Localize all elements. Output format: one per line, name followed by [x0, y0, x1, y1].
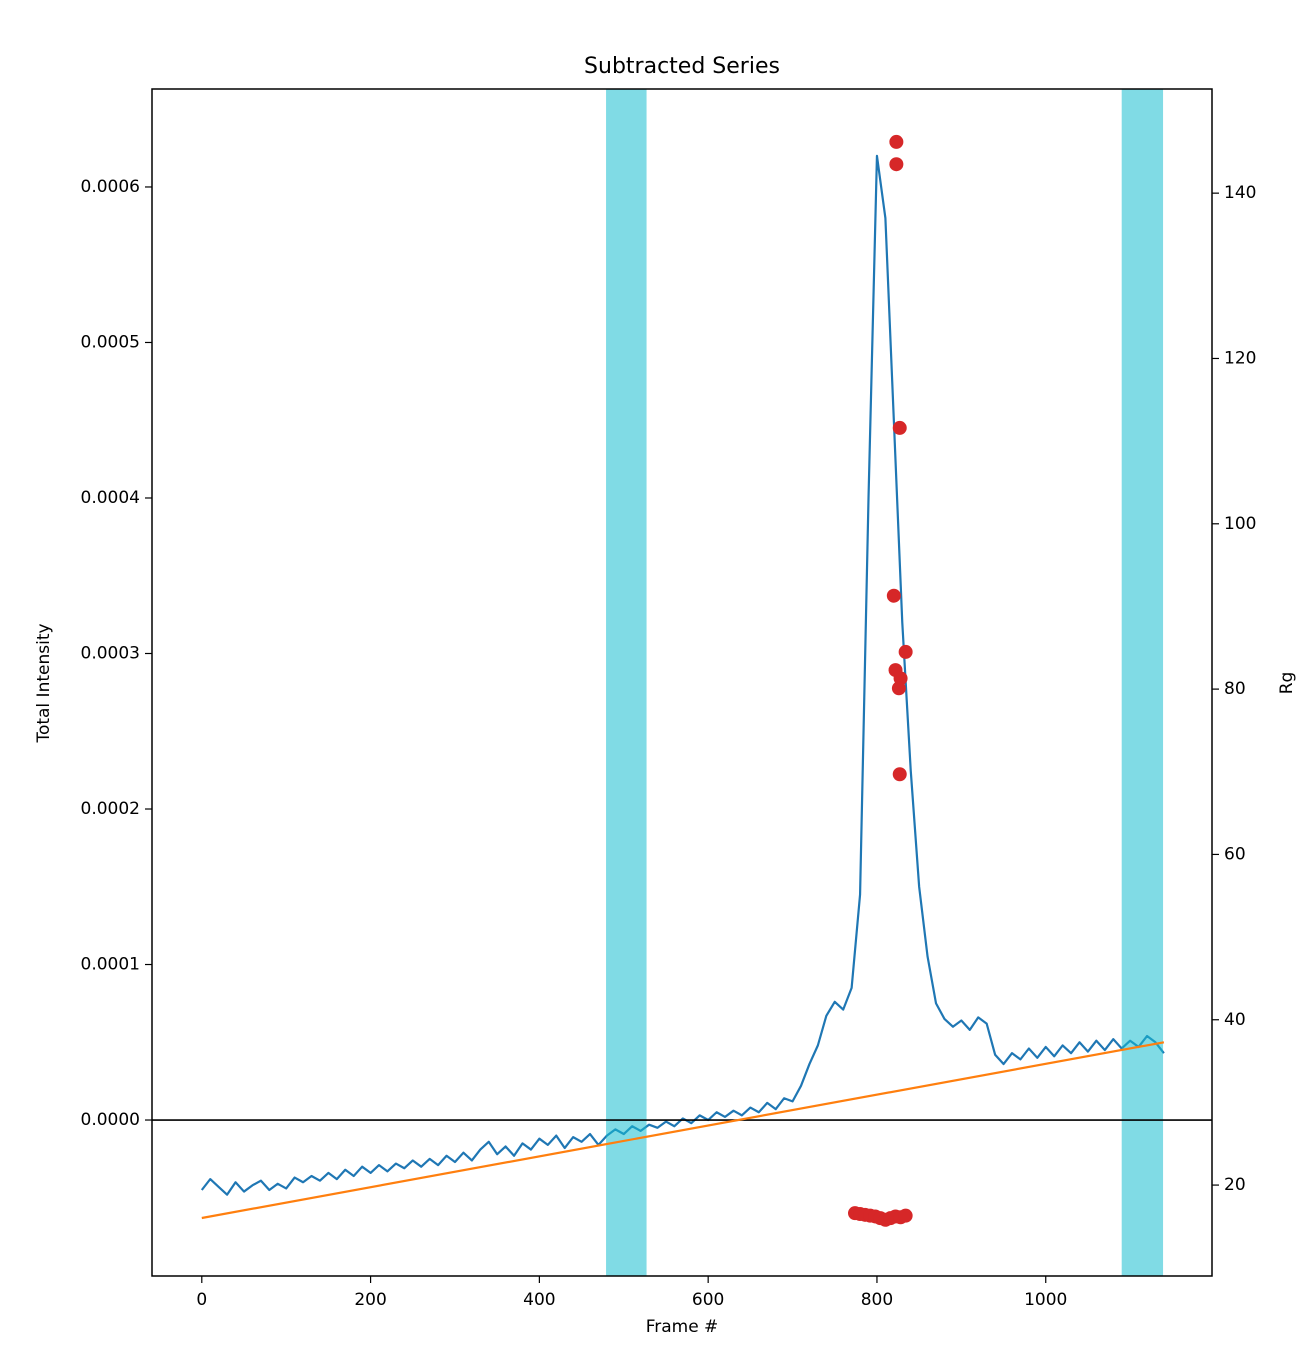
chart-title: Subtracted Series — [584, 54, 780, 79]
y2-tick-label: 60 — [1224, 844, 1246, 864]
x-tick-label: 200 — [354, 1290, 386, 1310]
y2-tick-label: 120 — [1224, 348, 1256, 368]
y-tick-label: 0.0001 — [81, 955, 140, 975]
y2-tick-label: 100 — [1224, 514, 1256, 534]
y2-axis-label: Rg — [1277, 672, 1297, 695]
y-tick-label: 0.0005 — [81, 332, 140, 352]
y-axis-label: Total Intensity — [34, 623, 54, 743]
y-tick-label: 0.0002 — [81, 799, 140, 819]
x-axis-label: Frame # — [646, 1317, 719, 1337]
plot-frame — [151, 88, 1213, 1277]
data-point — [892, 420, 907, 435]
y-tick-label: 0.0003 — [81, 643, 140, 663]
x-tick-label: 1000 — [1024, 1290, 1067, 1310]
y-tick-label: 0.0006 — [81, 177, 140, 197]
x-tick-label: 0 — [196, 1290, 207, 1310]
shaded-region — [606, 89, 647, 1276]
shaded-region — [1121, 89, 1164, 1276]
y2-tick-label: 40 — [1224, 1010, 1246, 1030]
x-tick-label: 400 — [523, 1290, 555, 1310]
data-point — [889, 134, 904, 149]
data-line — [201, 1041, 1165, 1220]
x-tick-label: 800 — [861, 1290, 893, 1310]
y-tick-label: 0.0000 — [81, 1110, 140, 1130]
y2-tick-label: 140 — [1224, 183, 1256, 203]
y-tick-label: 0.0004 — [81, 488, 140, 508]
y2-tick-label: 20 — [1224, 1175, 1246, 1195]
data-point — [891, 681, 906, 696]
y2-tick-label: 80 — [1224, 679, 1246, 699]
data-line — [200, 154, 1165, 1196]
data-point — [892, 767, 907, 782]
x-tick-label: 600 — [692, 1290, 724, 1310]
data-point — [886, 588, 901, 603]
data-point — [898, 1208, 913, 1223]
data-point — [898, 644, 913, 659]
data-point — [889, 157, 904, 172]
